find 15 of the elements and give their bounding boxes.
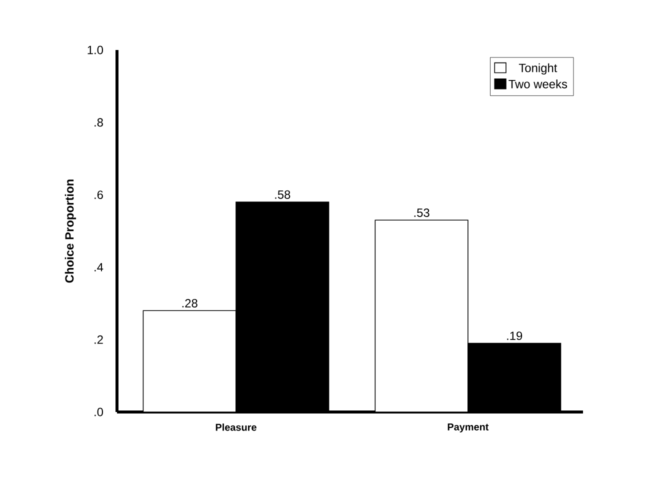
y-axis-title: Choice Proportion — [64, 180, 76, 283]
y-tick-label: .8 — [94, 118, 103, 127]
y-tick-label: .0 — [94, 408, 104, 416]
data-label: .58 — [275, 190, 290, 199]
legend-label: Two weeks — [508, 80, 568, 88]
legend-label: Tonight — [518, 63, 558, 75]
data-label: .28 — [182, 298, 198, 308]
y-tick-label: 1.0 — [88, 46, 104, 54]
x-tick-label: Payment — [448, 424, 489, 432]
data-label: .19 — [507, 332, 522, 340]
y-tick-label: .4 — [94, 263, 104, 272]
y-tick-label: .2 — [94, 335, 103, 344]
data-label: .53 — [414, 208, 430, 217]
x-tick-label: Pleasure — [216, 424, 256, 431]
y-tick-label: .6 — [94, 190, 103, 200]
